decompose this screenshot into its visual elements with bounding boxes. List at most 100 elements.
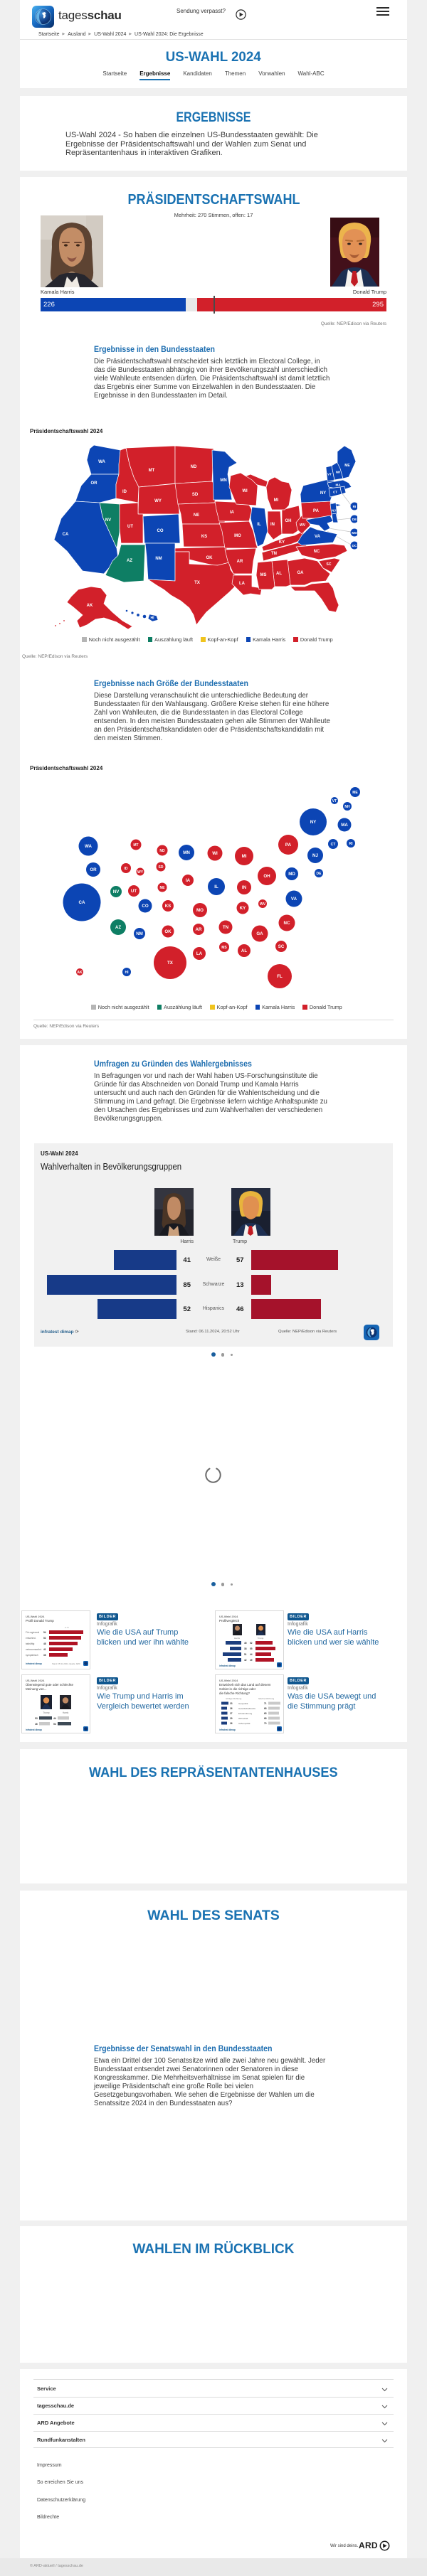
- svg-text:NV: NV: [105, 518, 111, 523]
- svg-text:65: 65: [264, 1712, 267, 1715]
- svg-text:OK: OK: [164, 929, 172, 934]
- svg-text:MN: MN: [220, 479, 226, 483]
- svg-text:Meinung von...: Meinung von...: [26, 1687, 47, 1691]
- svg-text:Trump: Trump: [43, 1711, 49, 1714]
- svg-text:26: 26: [230, 1722, 233, 1725]
- svg-text:68: 68: [264, 1707, 267, 1710]
- svg-text:NH: NH: [344, 805, 350, 809]
- svg-text:WY: WY: [137, 870, 144, 875]
- svg-text:TN: TN: [223, 925, 229, 930]
- svg-text:CT: CT: [331, 843, 336, 847]
- svg-text:NH: NH: [336, 471, 341, 474]
- svg-text:falsche Richtung: falsche Richtung: [258, 1697, 275, 1700]
- svg-text:38: 38: [244, 1647, 247, 1650]
- svg-text:WV: WV: [300, 523, 306, 528]
- svg-text:54: 54: [53, 1723, 56, 1726]
- svg-text:CO: CO: [157, 529, 164, 533]
- svg-text:IA: IA: [230, 511, 235, 515]
- svg-text:70: 70: [264, 1722, 267, 1725]
- svg-text:MN: MN: [183, 850, 190, 855]
- svg-text:MD: MD: [352, 531, 357, 535]
- svg-text:KY: KY: [240, 906, 246, 911]
- svg-text:MO: MO: [234, 534, 241, 538]
- svg-text:entschied.: entschied.: [26, 1637, 36, 1640]
- svg-text:45: 45: [244, 1642, 247, 1645]
- svg-text:Wirtschaft: Wirtschaft: [238, 1717, 248, 1720]
- svg-text:UT: UT: [131, 889, 137, 894]
- svg-text:NM: NM: [155, 557, 162, 561]
- svg-text:AL: AL: [241, 948, 247, 953]
- svg-text:Gebiet in die richtige oder: Gebiet in die richtige oder: [219, 1687, 256, 1691]
- svg-text:54: 54: [43, 1631, 46, 1634]
- svg-text:OR: OR: [91, 481, 98, 486]
- svg-text:TX: TX: [194, 581, 200, 585]
- svg-text:VA: VA: [291, 897, 297, 902]
- svg-text:52: 52: [250, 1642, 253, 1645]
- svg-text:Entwickelt sich das Land auf d: Entwickelt sich das Land auf diesem: [219, 1683, 271, 1687]
- svg-text:Harris: Harris: [63, 1711, 69, 1714]
- svg-text:29: 29: [230, 1717, 233, 1720]
- svg-text:in %: in %: [65, 1626, 69, 1629]
- svg-text:GA: GA: [297, 571, 305, 575]
- svg-text:die falsche Richtung?: die falsche Richtung?: [219, 1691, 251, 1695]
- svg-text:DE: DE: [352, 518, 357, 522]
- svg-text:NE: NE: [160, 886, 166, 890]
- svg-text:68: 68: [264, 1717, 267, 1720]
- svg-text:48: 48: [43, 1642, 46, 1645]
- svg-text:AR: AR: [196, 927, 202, 932]
- svg-text:infratest dimap: infratest dimap: [219, 1664, 236, 1667]
- svg-text:US-Wahl 2024: US-Wahl 2024: [26, 1679, 45, 1682]
- svg-text:AZ: AZ: [127, 559, 132, 563]
- svg-text:infratest dimap: infratest dimap: [219, 1728, 236, 1731]
- svg-text:NC: NC: [284, 921, 290, 926]
- svg-text:Trump: Trump: [258, 1637, 264, 1640]
- svg-text:RI: RI: [349, 842, 354, 846]
- svg-text:tatkräftig: tatkräftig: [26, 1642, 34, 1645]
- svg-text:IL: IL: [214, 885, 218, 889]
- svg-text:AL: AL: [276, 572, 282, 576]
- svg-text:NY: NY: [320, 491, 326, 496]
- svg-text:infratest dimap: infratest dimap: [26, 1662, 42, 1665]
- svg-text:WA: WA: [98, 460, 105, 464]
- svg-text:TX: TX: [167, 961, 174, 966]
- svg-text:SD: SD: [159, 865, 164, 870]
- svg-text:ME: ME: [352, 791, 358, 795]
- svg-text:WV: WV: [260, 902, 266, 907]
- svg-text:vertrauenswürd.: vertrauenswürd.: [26, 1648, 42, 1651]
- svg-text:MT: MT: [133, 843, 138, 848]
- svg-text:CA: CA: [63, 533, 69, 537]
- svg-text:VT: VT: [332, 799, 337, 803]
- svg-text:MS: MS: [260, 573, 267, 577]
- svg-text:AR: AR: [237, 560, 243, 564]
- svg-text:MO: MO: [196, 908, 204, 913]
- svg-text:LA: LA: [239, 582, 246, 586]
- svg-text:NY: NY: [310, 820, 317, 825]
- svg-text:OH: OH: [263, 874, 270, 879]
- svg-text:US-Wahl 2024: US-Wahl 2024: [219, 1615, 238, 1618]
- svg-text:IL: IL: [257, 523, 261, 527]
- svg-text:Außenpolitik: Außenpolitik: [238, 1722, 251, 1725]
- svg-text:ID: ID: [125, 867, 128, 871]
- svg-text:NM: NM: [136, 931, 143, 936]
- svg-text:PA: PA: [313, 509, 320, 513]
- svg-text:WI: WI: [242, 489, 248, 493]
- svg-text:NV: NV: [113, 889, 120, 894]
- svg-text:33: 33: [230, 1702, 233, 1705]
- svg-text:49: 49: [250, 1659, 253, 1662]
- svg-text:AK: AK: [77, 971, 83, 975]
- svg-text:KS: KS: [201, 535, 207, 539]
- svg-text:sympathisch: sympathisch: [26, 1654, 38, 1657]
- svg-text:71: 71: [264, 1702, 267, 1705]
- svg-text:MT: MT: [149, 469, 155, 473]
- svg-text:Profil Donald Trump: Profil Donald Trump: [26, 1619, 54, 1623]
- svg-text:GA: GA: [256, 931, 263, 936]
- svg-text:41: 41: [43, 1648, 46, 1651]
- svg-text:infratest dimap: infratest dimap: [26, 1728, 42, 1731]
- svg-text:NE: NE: [194, 513, 199, 518]
- svg-text:38: 38: [43, 1654, 46, 1657]
- svg-text:DC: DC: [352, 544, 357, 548]
- svg-text:Geopolitik: Geopolitik: [238, 1702, 248, 1705]
- svg-text:US-Wahl 2024: US-Wahl 2024: [219, 1679, 238, 1682]
- svg-text:Stand: 05.11.2024, Quelle: ARD: Stand: 05.11.2024, Quelle: ARD: [52, 1662, 80, 1665]
- svg-text:42: 42: [244, 1659, 247, 1662]
